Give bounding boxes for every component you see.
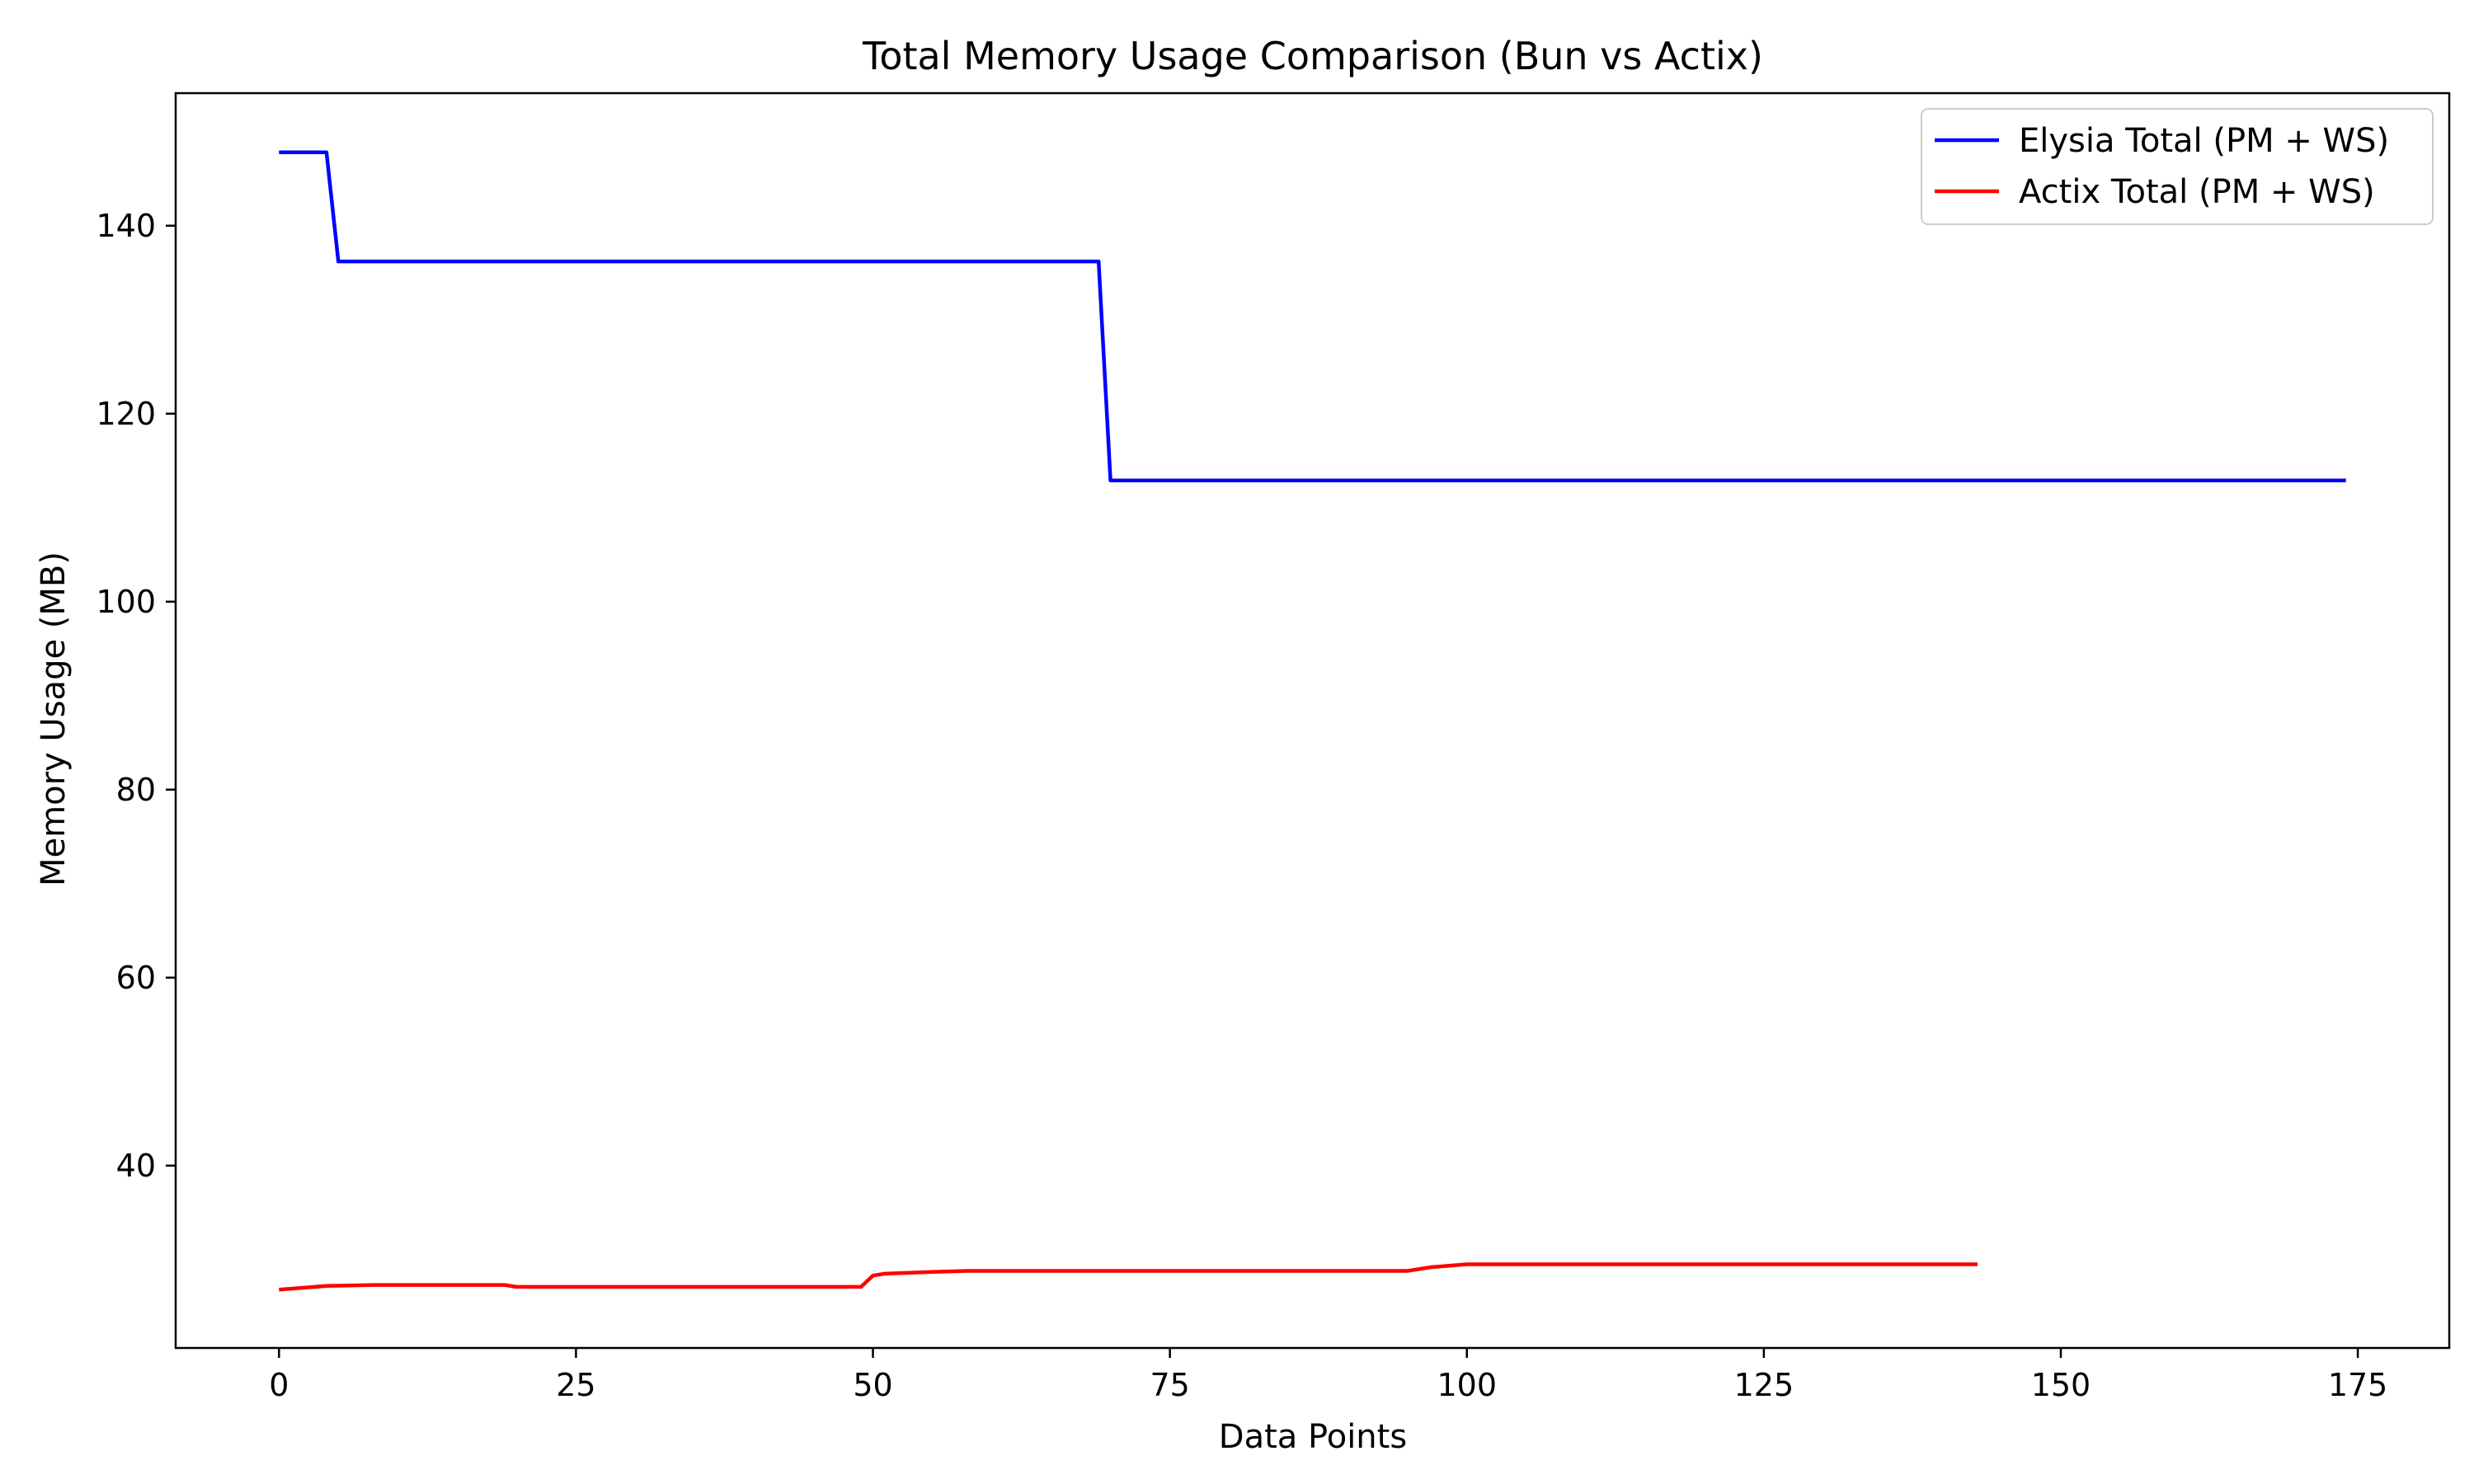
- x-tick-label: 100: [1437, 1367, 1497, 1403]
- y-tick-label: 60: [116, 960, 156, 996]
- x-tick-label: 25: [556, 1367, 595, 1403]
- x-tick-label: 0: [269, 1367, 289, 1403]
- x-tick-label: 50: [853, 1367, 892, 1403]
- x-tick-label: 175: [2328, 1367, 2388, 1403]
- chart-title: Total Memory Usage Comparison (Bun vs Ac…: [862, 34, 1763, 78]
- legend: Elysia Total (PM + WS) Actix Total (PM + …: [1921, 108, 2434, 225]
- x-axis-label: Data Points: [1219, 1418, 1407, 1456]
- legend-label-2: Actix Total (PM + WS): [2019, 173, 2375, 211]
- x-tick-label: 125: [1734, 1367, 1794, 1403]
- y-tick-label: 120: [96, 396, 156, 432]
- x-tick-label: 150: [2031, 1367, 2091, 1403]
- legend-label-1: Elysia Total (PM + WS): [2019, 122, 2389, 160]
- y-axis-label: Memory Usage (MB): [35, 552, 73, 886]
- y-tick-label: 100: [96, 584, 156, 620]
- y-tick-label: 40: [116, 1148, 156, 1184]
- x-tick-label: 75: [1150, 1367, 1189, 1403]
- legend-box: [1921, 108, 2434, 225]
- series-line-1: [279, 150, 2346, 482]
- series-line-2: [279, 1262, 1978, 1292]
- y-tick-label: 80: [116, 772, 156, 808]
- plot-frame: [174, 92, 2451, 1350]
- y-tick-label: 140: [96, 208, 156, 244]
